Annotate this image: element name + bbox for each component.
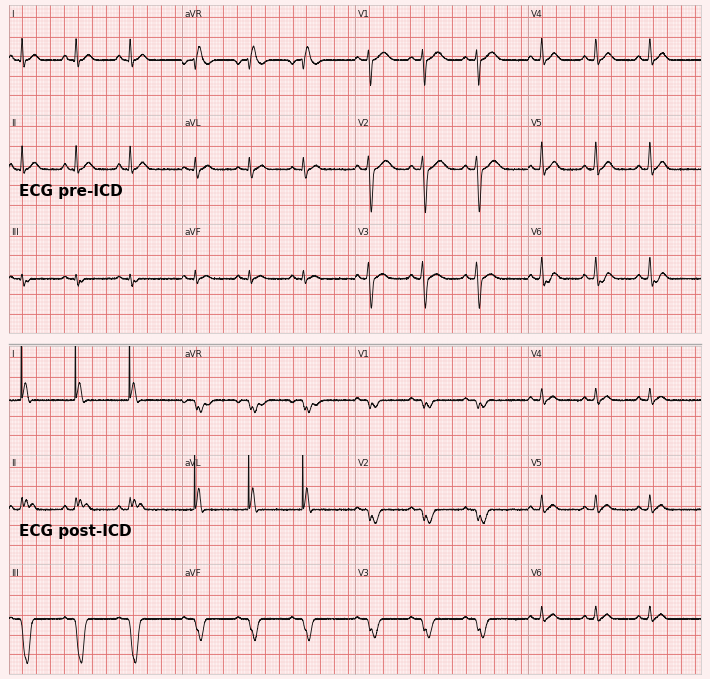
Text: V3: V3 (358, 568, 369, 578)
Text: V5: V5 (531, 459, 542, 469)
Text: III: III (11, 228, 19, 238)
Text: II: II (11, 459, 16, 469)
Text: aVF: aVF (185, 228, 201, 238)
Text: aVR: aVR (185, 10, 202, 19)
Text: V6: V6 (531, 228, 542, 238)
Text: aVL: aVL (185, 459, 201, 469)
Text: aVF: aVF (185, 568, 201, 578)
Text: V4: V4 (531, 350, 542, 359)
Text: V3: V3 (358, 228, 369, 238)
Text: aVR: aVR (185, 350, 202, 359)
Text: III: III (11, 568, 19, 578)
Text: V6: V6 (531, 568, 542, 578)
Text: ECG post-ICD: ECG post-ICD (19, 524, 131, 538)
Text: I: I (11, 350, 13, 359)
Text: I: I (11, 10, 13, 19)
Text: V5: V5 (531, 119, 542, 128)
Text: V4: V4 (531, 10, 542, 19)
Text: ECG pre-ICD: ECG pre-ICD (19, 183, 123, 198)
Text: V1: V1 (358, 10, 369, 19)
Text: II: II (11, 119, 16, 128)
Text: V2: V2 (358, 119, 369, 128)
Text: V2: V2 (358, 459, 369, 469)
Text: V1: V1 (358, 350, 369, 359)
Text: aVL: aVL (185, 119, 201, 128)
